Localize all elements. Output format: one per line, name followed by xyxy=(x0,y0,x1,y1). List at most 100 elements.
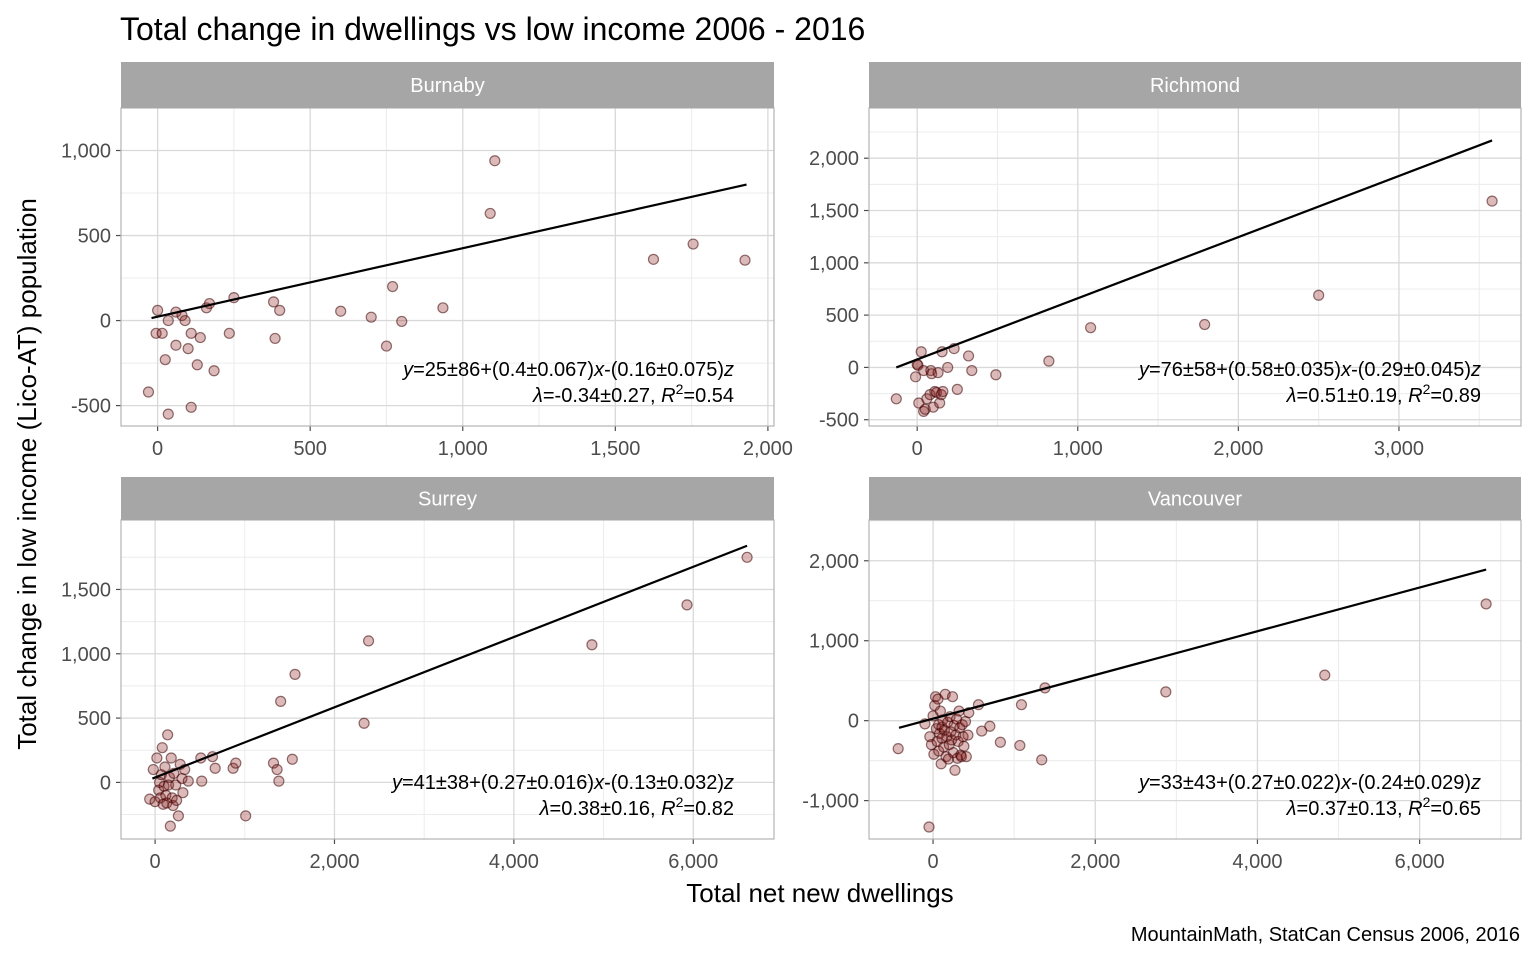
panel-background xyxy=(121,108,774,426)
data-point xyxy=(165,752,177,764)
y-tick-label: 2,000 xyxy=(809,148,859,170)
data-point xyxy=(958,740,970,752)
panel-vancouver: 0 2,000 4,000 6,000 -1,000 0 1,000 2,000 Vancouv… xyxy=(802,477,1522,873)
panel-burnaby: 0 500 1,000 1,500 2,000 -500 0 500 1,000 Burnaby y… xyxy=(61,62,793,460)
y-tick-label: -500 xyxy=(819,410,859,432)
data-point xyxy=(170,339,182,351)
data-point xyxy=(286,753,298,765)
data-point xyxy=(230,757,242,769)
data-point xyxy=(647,253,660,265)
data-point xyxy=(179,314,191,327)
data-point xyxy=(159,354,171,366)
data-point xyxy=(892,743,904,755)
y-tick-label: 500 xyxy=(78,708,111,730)
data-point xyxy=(273,775,285,787)
y-tick-label: -500 xyxy=(71,396,111,418)
equation-line-1: y=25±86+(0.4±0.067)x-(0.16±0.075)z xyxy=(401,359,734,381)
facet-strip-label: Surrey xyxy=(418,489,477,511)
data-point xyxy=(171,794,183,807)
data-point xyxy=(289,668,301,680)
y-tick-label: 1,000 xyxy=(809,253,859,275)
x-axis-title: Total net new dwellings xyxy=(686,878,953,908)
data-point xyxy=(1199,318,1211,331)
data-point xyxy=(932,367,944,379)
x-tick-label: 6,000 xyxy=(668,851,718,873)
equation-line-2: λ=-0.34±0.27, R2=0.54 xyxy=(532,381,734,407)
data-point xyxy=(1014,739,1026,752)
data-point xyxy=(946,691,959,703)
chart-title: Total change in dwellings vs low income … xyxy=(120,11,865,47)
panel-background xyxy=(869,108,1521,426)
data-point xyxy=(185,401,197,413)
x-tick-label: 1,500 xyxy=(590,438,640,460)
data-point xyxy=(162,408,174,420)
x-tick-label: 6,000 xyxy=(1395,851,1445,873)
x-tick-label: 0 xyxy=(150,851,161,873)
data-point xyxy=(739,254,751,266)
panel-richmond: 0 1,000 2,000 3,000 -500 0 500 1,000 1,500 2,000 R… xyxy=(809,62,1522,460)
x-tick-label: 2,000 xyxy=(309,851,359,873)
y-tick-label: -1,000 xyxy=(802,791,859,813)
regression-line xyxy=(895,139,1493,369)
data-point xyxy=(1486,195,1498,207)
data-point xyxy=(156,327,168,339)
x-tick-label: 0 xyxy=(912,438,923,460)
data-point xyxy=(949,764,961,776)
data-point xyxy=(208,365,220,377)
data-point xyxy=(196,775,208,787)
x-tick-label: 2,000 xyxy=(1070,851,1120,873)
data-point xyxy=(1043,355,1055,367)
y-tick-label: 500 xyxy=(826,305,859,327)
data-point xyxy=(909,371,922,383)
data-point xyxy=(144,793,156,805)
x-tick-label: 0 xyxy=(152,438,163,460)
data-point xyxy=(687,238,699,250)
data-point xyxy=(267,757,280,769)
data-point xyxy=(159,761,171,773)
facet-strip-label: Vancouver xyxy=(1148,489,1242,511)
data-point xyxy=(386,280,399,293)
y-tick-label: 1,000 xyxy=(61,141,111,163)
data-point xyxy=(396,315,408,328)
data-point xyxy=(741,551,753,563)
y-tick-label: 1,000 xyxy=(809,631,859,653)
data-point xyxy=(484,207,496,220)
equation-line-1: y=33±43+(0.27±0.022)x-(0.24±0.029)z xyxy=(1137,772,1481,794)
data-point xyxy=(185,327,197,339)
data-point xyxy=(942,361,954,374)
equation-line-1: y=41±38+(0.27±0.016)x-(0.13±0.032)z xyxy=(390,772,734,794)
data-point xyxy=(984,720,996,732)
data-point xyxy=(962,729,974,741)
data-point xyxy=(990,369,1002,381)
y-axis-title: Total change in low income (Lico-AT) pop… xyxy=(12,198,42,750)
data-point xyxy=(890,393,902,405)
x-tick-label: 1,000 xyxy=(1053,438,1103,460)
data-point xyxy=(365,311,377,323)
x-tick-label: 1,000 xyxy=(438,438,488,460)
data-point xyxy=(335,305,347,317)
data-point xyxy=(586,639,598,651)
data-point xyxy=(156,742,168,754)
data-point xyxy=(172,810,185,822)
y-tick-label: 1,500 xyxy=(61,579,111,601)
data-point xyxy=(194,331,206,344)
data-point xyxy=(923,821,935,833)
y-tick-label: 0 xyxy=(848,711,859,733)
y-tick-label: 0 xyxy=(100,311,111,333)
data-point xyxy=(380,340,393,352)
y-tick-label: 1,500 xyxy=(809,201,859,223)
data-point xyxy=(976,725,988,737)
data-point xyxy=(191,359,203,371)
data-point xyxy=(489,155,501,167)
x-tick-label: 500 xyxy=(293,438,326,460)
equation-line-2: λ=0.51±0.19, R2=0.89 xyxy=(1286,381,1481,407)
x-tick-label: 0 xyxy=(928,851,939,873)
data-point xyxy=(362,635,375,647)
equation-line-1: y=76±58+(0.58±0.035)x-(0.29±0.045)z xyxy=(1137,359,1481,381)
data-point xyxy=(227,762,239,774)
data-point xyxy=(182,343,194,355)
data-point xyxy=(152,304,164,316)
data-point xyxy=(240,810,252,822)
data-point xyxy=(437,302,449,314)
x-tick-label: 4,000 xyxy=(489,851,539,873)
